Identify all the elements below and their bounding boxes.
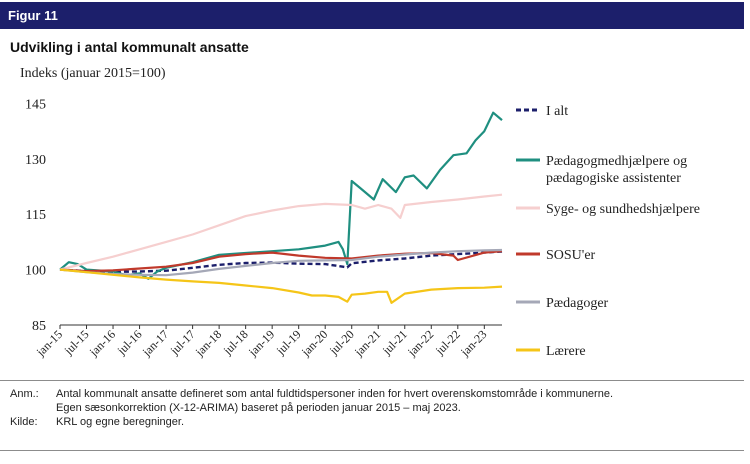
series-line xyxy=(59,250,503,273)
x-tick-label: jan-21 xyxy=(351,327,383,359)
legend-label: Pædagogmedhjælpere og pædagogiske assiste… xyxy=(546,154,687,186)
series-line xyxy=(59,248,503,277)
x-tick-label: jul-18 xyxy=(220,327,251,358)
legend-label: I alt xyxy=(546,104,568,119)
x-tick-label: jul-19 xyxy=(273,327,304,358)
y-tick-label: 130 xyxy=(25,153,46,168)
x-tick-label: jan-22 xyxy=(404,327,436,359)
note-line-2: Egen sæsonkorrektion (X-12-ARIMA) basere… xyxy=(56,402,461,414)
series-line xyxy=(59,268,503,304)
note-line-1: Antal kommunalt ansatte defineret som an… xyxy=(56,388,614,400)
source-text: KRL og egne beregninger. xyxy=(56,416,185,428)
x-tick-label: jan-18 xyxy=(192,327,224,359)
x-tick-label: jan-17 xyxy=(139,327,171,359)
legend-label: SOSU'er xyxy=(546,248,596,263)
y-tick-label: 100 xyxy=(25,264,46,279)
series-line xyxy=(59,193,503,271)
x-tick-label: jul-17 xyxy=(167,327,198,358)
figure-header-band: Figur 11 xyxy=(0,2,744,29)
x-tick-label: jul-16 xyxy=(114,327,145,358)
x-tick-label: jul-15 xyxy=(61,327,92,358)
figure-label: Figur 11 xyxy=(8,8,58,23)
x-tick-label: jan-19 xyxy=(245,327,277,359)
legend-label: Lærere xyxy=(546,344,586,359)
x-tick-label: jan-16 xyxy=(86,327,118,359)
y-tick-label: 145 xyxy=(25,97,46,112)
x-tick-label: jul-22 xyxy=(432,327,463,358)
x-tick-label: jul-20 xyxy=(326,327,357,358)
legend-label: Syge- og sundhedshjælpere xyxy=(546,202,700,217)
y-tick-label: 115 xyxy=(26,208,46,223)
divider-bottom xyxy=(0,450,744,451)
y-axis-title: Indeks (januar 2015=100) xyxy=(20,66,166,81)
chart-title: Udvikling i antal kommunalt ansatte xyxy=(10,39,249,55)
x-tick-label: jan-20 xyxy=(298,327,330,359)
x-tick-label: jul-21 xyxy=(379,327,410,358)
source-label: Kilde: xyxy=(10,416,38,428)
y-tick-label: 85 xyxy=(32,319,46,334)
legend-label: Pædagoger xyxy=(546,296,609,311)
series-line xyxy=(59,250,503,273)
note-label: Anm.: xyxy=(10,388,39,400)
x-tick-label: jan-23 xyxy=(457,327,489,359)
divider-top xyxy=(0,380,744,381)
